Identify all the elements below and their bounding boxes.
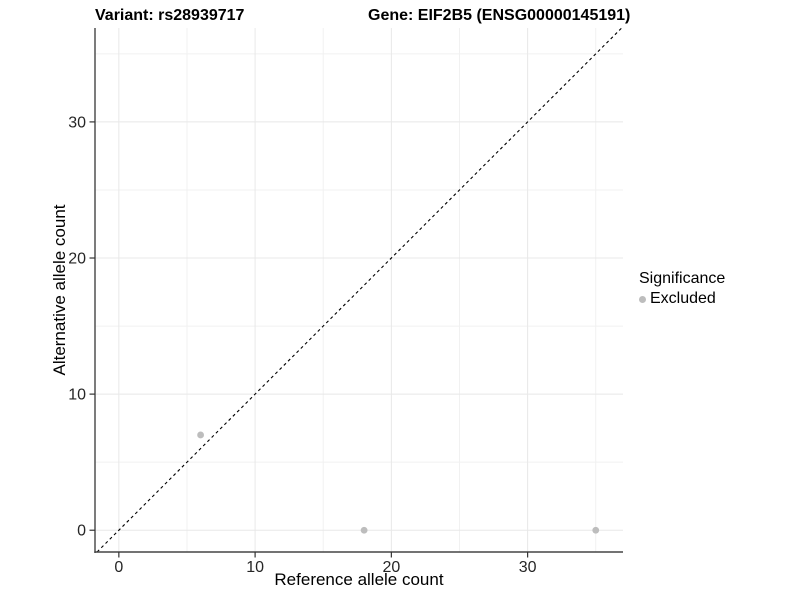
y-axis-title: Alternative allele count bbox=[50, 204, 69, 376]
gene-title: Gene: EIF2B5 (ENSG00000145191) bbox=[368, 7, 631, 24]
y-tick-label: 0 bbox=[77, 523, 86, 540]
variant-title: Variant: rs28939717 bbox=[95, 7, 245, 24]
y-tick-label: 10 bbox=[68, 387, 86, 404]
x-tick-label: 20 bbox=[382, 559, 400, 576]
data-point bbox=[592, 526, 600, 534]
legend: Significance Excluded bbox=[639, 270, 725, 308]
legend-title: Significance bbox=[639, 270, 726, 287]
x-tick-label: 30 bbox=[519, 559, 537, 576]
y-tick-label: 30 bbox=[68, 114, 86, 131]
excluded-point-icon bbox=[639, 295, 646, 303]
x-axis-title: Reference allele count bbox=[274, 570, 444, 589]
data-point bbox=[360, 526, 368, 534]
legend-item-label: Excluded bbox=[650, 290, 716, 307]
data-point bbox=[197, 431, 205, 439]
x-tick-label: 10 bbox=[246, 559, 264, 576]
identity-reference-line bbox=[96, 27, 623, 553]
legend-item-excluded: Excluded bbox=[639, 290, 725, 308]
x-tick-label: 0 bbox=[114, 559, 123, 576]
y-tick-label: 20 bbox=[68, 251, 86, 268]
